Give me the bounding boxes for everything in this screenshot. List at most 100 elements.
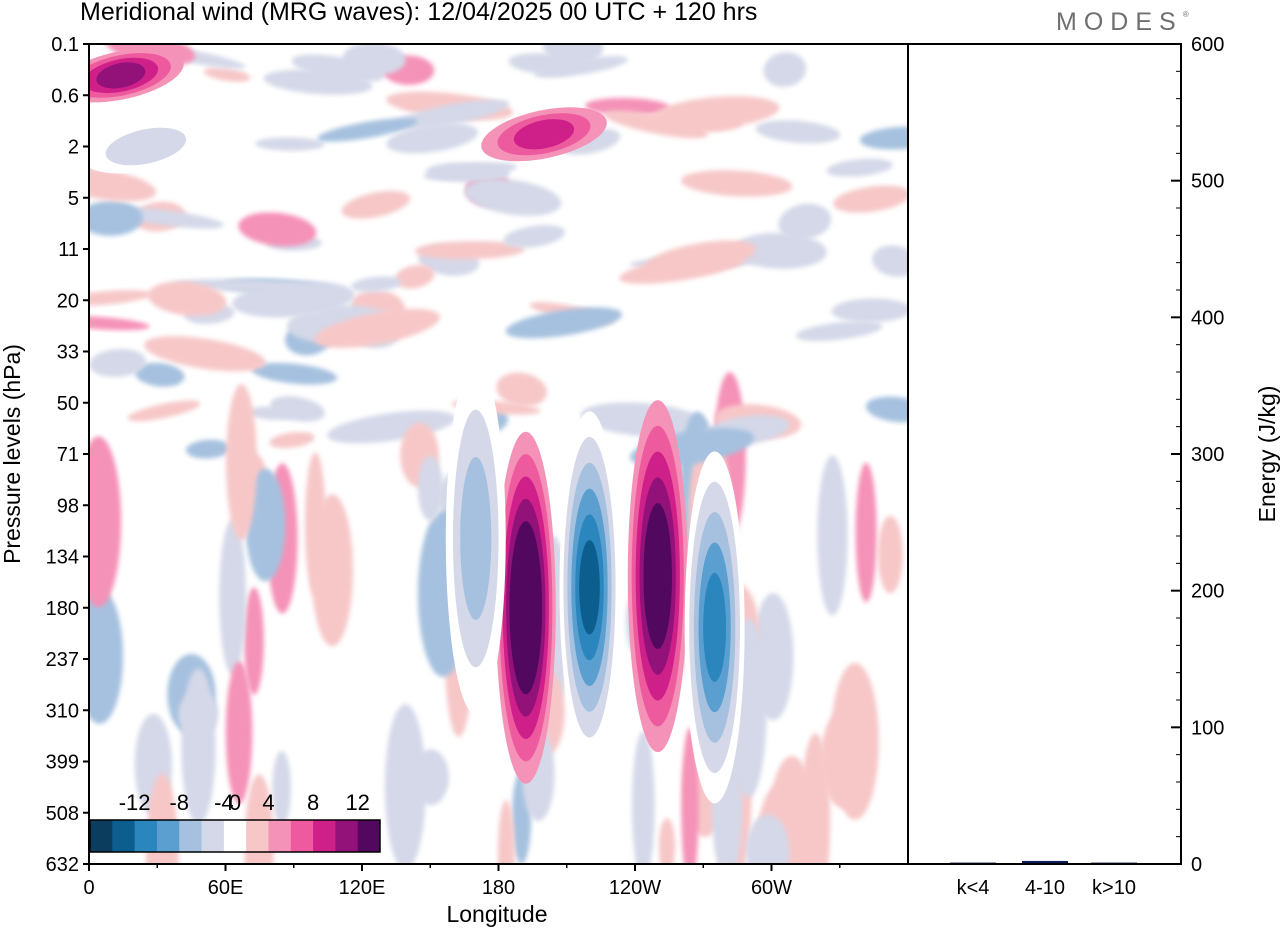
feature-contour [460,456,492,620]
pressure-tick-label: 20 [57,290,79,312]
colorbar-swatch [313,820,336,852]
field-blob [342,44,406,76]
energy-category-label: 4-10 [1025,877,1065,899]
field-blob [89,436,122,608]
pressure-tick-label: 632 [46,854,79,876]
energy-axis: 0 100 200 300 400 500 600 [1171,34,1224,876]
pressure-tick-label: 508 [46,803,79,825]
field-blob [89,200,143,236]
field-blob [384,704,426,864]
field-blob [534,56,628,78]
field-blob [733,232,827,269]
field-blob [746,814,790,864]
feature-contour [703,572,727,682]
longitude-tick-label: 120W [609,877,661,899]
field-blob [414,240,525,260]
field-blob [658,818,676,864]
longitude-tick-label: 180 [482,877,515,899]
field-blob [291,54,385,82]
energy-category-label: k<4 [957,877,990,899]
longitude-tick-label: 0 [83,877,94,899]
field-blob [632,731,655,864]
field-blob [855,462,877,603]
longitude-axis: 0 60E 120E 180 120W 60W [83,864,841,899]
colorbar-swatch [290,820,314,852]
heatmap-field [89,44,908,864]
energy-category-label: k>10 [1092,877,1136,899]
pressure-tick-label: 98 [57,495,79,517]
colorbar-label: 8 [307,790,319,815]
colorbar-label: -4 [214,790,234,815]
feature-contour [96,62,146,89]
field-blob [859,126,908,150]
pressure-axis: 0.1 0.6 2 5 11 20 33 50 71 98 134 180 237 310 399 508 63… [46,34,89,876]
field-blob [505,307,623,339]
field-blob [244,587,264,695]
field-blob [263,69,373,95]
field-blob [680,170,793,197]
energy-panel: 0 100 200 300 400 500 600 k<4 4-10 k>10 Energy (… [907,34,1280,899]
field-blob [317,118,418,142]
energy-tick-label: 100 [1191,717,1224,739]
pressure-tick-label: 0.6 [51,85,79,107]
modes-logo: MODES® [1056,8,1189,37]
field-blob [341,190,411,219]
field-blob [272,750,291,827]
pressure-tick-label: 399 [46,752,79,774]
field-blob [203,67,251,82]
field-blob [681,727,699,864]
field-blob [270,396,325,422]
field-blob [644,240,757,276]
field-blob [464,178,562,216]
colorbar-label: -8 [169,790,189,815]
field-blob [826,158,893,177]
field-blob [423,162,517,181]
pressure-tick-label: 0.1 [51,34,79,56]
energy-axis-title: Energy (J/kg) [1254,386,1280,523]
colorbar-frame [89,819,381,853]
field-blob [831,298,908,323]
colorbar-label: 12 [345,790,369,815]
field-blob [417,455,443,521]
energy-tick-label: 400 [1191,307,1224,329]
colorbar-swatch [156,820,180,852]
colorbar-swatch [357,820,381,852]
field-blob [778,203,832,240]
pressure-tick-label: 180 [46,598,79,620]
colorbar-swatch [179,820,202,852]
registered-mark: ® [1182,10,1189,19]
colorbar-swatch [90,820,113,852]
field-blob [127,400,201,422]
field-blob [269,432,315,449]
field-blob [225,661,253,804]
colorbar-label: -12 [119,790,151,815]
field-blob [144,336,266,372]
field-blob [89,166,157,202]
colorbar-swatch [223,820,247,852]
field-blob [255,137,325,151]
field-blob [496,372,547,407]
energy-tick-label: 300 [1191,444,1224,466]
field-blob [833,185,908,213]
field-blob [134,362,185,387]
colorbar-swatch [201,820,225,852]
field-blob [232,281,355,318]
field-blob [585,97,670,116]
field-blob [314,308,441,348]
pressure-tick-label: 11 [58,239,79,261]
field-blob [219,518,246,675]
feature-contour [579,540,600,635]
field-blob [89,348,147,378]
heatmap-plot: 0.1 0.6 2 5 11 20 33 50 71 98 134 180 237 310 399 508 63… [0,34,909,927]
energy-frame [907,43,1182,865]
longitude-tick-label: 60E [208,877,244,899]
chart-title: Meridional wind (MRG waves): 12/04/2025 … [80,0,758,26]
longitude-tick-label: 120E [339,877,386,899]
field-blob [311,494,354,647]
feature-contour [516,565,536,650]
field-blob [542,44,604,65]
field-blob [226,383,257,541]
colorbar-label: 4 [262,790,274,815]
pressure-tick-label: 310 [46,700,79,722]
